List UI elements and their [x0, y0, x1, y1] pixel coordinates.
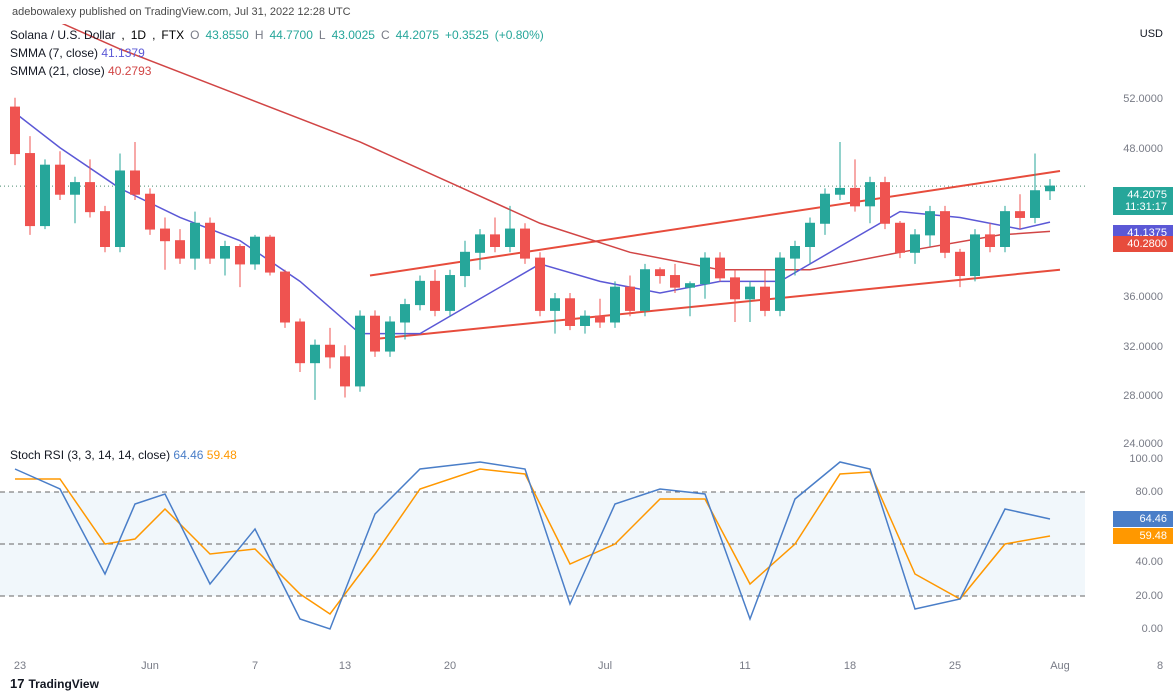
tradingview-text: TradingView — [28, 677, 98, 691]
ohlc-close: 44.2075 — [396, 28, 439, 42]
indicator-price-tag: 40.2800 — [1113, 236, 1173, 252]
ohlc-open: 43.8550 — [205, 28, 248, 42]
candlestick-svg — [0, 24, 1085, 444]
time-tick: Jun — [141, 660, 159, 672]
time-tick: 18 — [844, 660, 856, 672]
publisher: adebowalexy — [12, 6, 76, 18]
publish-date: Jul 31, 2022 12:28 UTC — [234, 6, 350, 18]
price-y-axis[interactable]: USD 52.000048.000044.207511:31:1741.1375… — [1085, 24, 1173, 444]
ticker-exchange: FTX — [161, 28, 184, 42]
price-tick: 32.0000 — [1123, 341, 1163, 353]
ohlc-pct: (+0.80%) — [495, 28, 544, 42]
published-on: TradingView.com — [145, 6, 229, 18]
time-tick: 7 — [252, 660, 258, 672]
smma7-label: SMMA (7, close) 41.1379 — [10, 46, 145, 60]
price-tick: 36.0000 — [1123, 291, 1163, 303]
stoch-tick: 80.00 — [1135, 486, 1163, 498]
ohlc-low: 43.0025 — [332, 28, 375, 42]
time-tick: Aug — [1050, 660, 1070, 672]
time-tick: Jul — [598, 660, 612, 672]
stoch-svg — [0, 444, 1085, 654]
stoch-tick: 100.00 — [1129, 453, 1163, 465]
ticker-name: Solana / U.S. Dollar — [10, 28, 115, 42]
time-tick: 25 — [949, 660, 961, 672]
main-price-chart[interactable]: Solana / U.S. Dollar, 1D, FTX O43.8550 H… — [0, 24, 1085, 444]
time-tick: 13 — [339, 660, 351, 672]
ohlc-high: 44.7700 — [270, 28, 313, 42]
time-tick: 8 — [1157, 660, 1163, 672]
time-tick: 23 — [14, 660, 26, 672]
stoch-value-tag: 64.46 — [1113, 511, 1173, 527]
stoch-label: Stoch RSI (3, 3, 14, 14, close) 64.46 59… — [10, 448, 237, 462]
stoch-y-axis[interactable]: 100.00 80.00 64.4659.48 40.00 20.00 0.00 — [1085, 444, 1173, 654]
ticker-interval: 1D — [131, 28, 146, 42]
price-tick: 48.0000 — [1123, 143, 1163, 155]
stoch-tick: 40.00 — [1135, 556, 1163, 568]
stoch-rsi-chart[interactable]: Stoch RSI (3, 3, 14, 14, close) 64.46 59… — [0, 444, 1085, 654]
tradingview-branding: 17 TradingView — [10, 676, 99, 691]
price-tick: 28.0000 — [1123, 390, 1163, 402]
stoch-value-tag: 59.48 — [1113, 528, 1173, 544]
time-tick: 11 — [739, 660, 750, 672]
stoch-tick: 0.00 — [1142, 623, 1163, 635]
chart-container: Solana / U.S. Dollar, 1D, FTX O43.8550 H… — [0, 24, 1173, 654]
axis-currency-label: USD — [1140, 28, 1163, 40]
time-tick: 20 — [444, 660, 456, 672]
header-publish-info: adebowalexy published on TradingView.com… — [0, 0, 1173, 24]
price-tick: 52.0000 — [1123, 93, 1163, 105]
tradingview-logo-icon: 17 — [10, 676, 24, 691]
current-price-tag: 44.207511:31:17 — [1113, 187, 1173, 215]
time-x-axis[interactable]: 23Jun71320Jul111825Aug8 — [0, 654, 1085, 674]
ticker-info-row: Solana / U.S. Dollar, 1D, FTX O43.8550 H… — [10, 28, 544, 42]
ohlc-change: +0.3525 — [445, 28, 489, 42]
smma21-label: SMMA (21, close) 40.2793 — [10, 64, 151, 78]
stoch-tick: 20.00 — [1135, 590, 1163, 602]
